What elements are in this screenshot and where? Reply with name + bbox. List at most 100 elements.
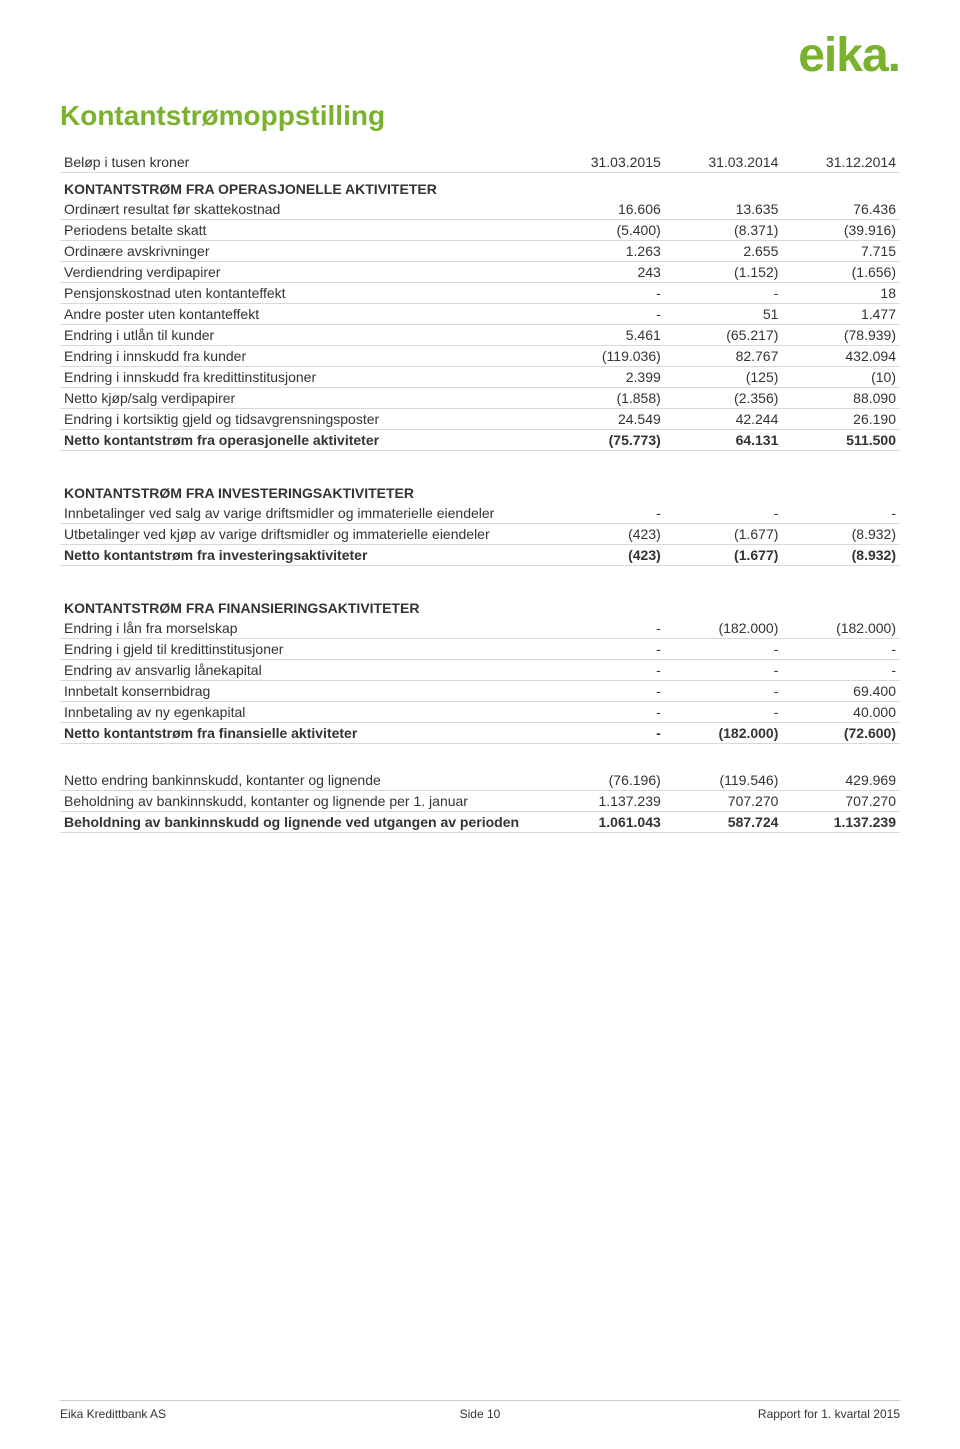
- row-value: 88.090: [782, 388, 900, 409]
- footer-left: Eika Kredittbank AS: [60, 1407, 166, 1421]
- row-value: -: [665, 283, 783, 304]
- table-row: Innbetaling av ny egenkapital--40.000: [60, 702, 900, 723]
- row-value: 2.399: [547, 367, 665, 388]
- row-value: -: [665, 681, 783, 702]
- row-label: Endring i innskudd fra kunder: [60, 346, 547, 367]
- row-value: 1.137.239: [782, 812, 900, 833]
- row-value: 13.635: [665, 199, 783, 220]
- row-value: (72.600): [782, 723, 900, 744]
- row-value: -: [782, 503, 900, 524]
- row-value: (182.000): [665, 618, 783, 639]
- section-heading: KONTANTSTRØM FRA OPERASJONELLE AKTIVITET…: [60, 173, 900, 200]
- table-row: Pensjonskostnad uten kontanteffekt--18: [60, 283, 900, 304]
- row-value: (76.196): [547, 770, 665, 791]
- row-label: Verdiendring verdipapirer: [60, 262, 547, 283]
- row-value: 707.270: [665, 791, 783, 812]
- row-value: 16.606: [547, 199, 665, 220]
- table-row: Netto kjøp/salg verdipapirer(1.858)(2.35…: [60, 388, 900, 409]
- row-value: 243: [547, 262, 665, 283]
- eika-logo: eika.: [798, 28, 900, 83]
- row-value: -: [547, 681, 665, 702]
- row-value: 18: [782, 283, 900, 304]
- row-label: Innbetalinger ved salg av varige driftsm…: [60, 503, 547, 524]
- row-value: (8.932): [782, 545, 900, 566]
- row-label: Endring i utlån til kunder: [60, 325, 547, 346]
- row-value: 82.767: [665, 346, 783, 367]
- row-value: (8.932): [782, 524, 900, 545]
- row-value: 5.461: [547, 325, 665, 346]
- table-row: Endring i innskudd fra kunder(119.036)82…: [60, 346, 900, 367]
- table-row: Verdiendring verdipapirer243(1.152)(1.65…: [60, 262, 900, 283]
- row-value: (125): [665, 367, 783, 388]
- row-value: -: [547, 723, 665, 744]
- row-label: Endring i gjeld til kredittinstitusjoner: [60, 639, 547, 660]
- row-value: -: [665, 660, 783, 681]
- row-value: 1.263: [547, 241, 665, 262]
- row-label: Andre poster uten kontanteffekt: [60, 304, 547, 325]
- table-row: Ordinære avskrivninger1.2632.6557.715: [60, 241, 900, 262]
- header-label: Beløp i tusen kroner: [60, 152, 547, 173]
- row-value: (423): [547, 545, 665, 566]
- table-row: Endring i gjeld til kredittinstitusjoner…: [60, 639, 900, 660]
- row-label: Netto endring bankinnskudd, kontanter og…: [60, 770, 547, 791]
- header-col-3: 31.12.2014: [782, 152, 900, 173]
- row-value: -: [665, 503, 783, 524]
- table-row: Netto kontantstrøm fra finansielle aktiv…: [60, 723, 900, 744]
- page-footer: Eika Kredittbank AS Side 10 Rapport for …: [60, 1400, 900, 1421]
- section-heading-row: KONTANTSTRØM FRA OPERASJONELLE AKTIVITET…: [60, 173, 900, 200]
- spacer-row: [60, 566, 900, 593]
- row-value: 26.190: [782, 409, 900, 430]
- row-value: -: [547, 304, 665, 325]
- row-value: (1.858): [547, 388, 665, 409]
- table-row: Endring i innskudd fra kredittinstitusjo…: [60, 367, 900, 388]
- row-label: Pensjonskostnad uten kontanteffekt: [60, 283, 547, 304]
- row-value: (5.400): [547, 220, 665, 241]
- row-label: Netto kontantstrøm fra operasjonelle akt…: [60, 430, 547, 451]
- row-label: Innbetaling av ny egenkapital: [60, 702, 547, 723]
- row-label: Ordinært resultat før skattekostnad: [60, 199, 547, 220]
- row-value: -: [665, 639, 783, 660]
- row-value: (182.000): [665, 723, 783, 744]
- row-label: Endring i kortsiktig gjeld og tidsavgren…: [60, 409, 547, 430]
- cashflow-table: Beløp i tusen kroner 31.03.2015 31.03.20…: [60, 152, 900, 833]
- row-value: -: [547, 660, 665, 681]
- row-label: Netto kontantstrøm fra investeringsaktiv…: [60, 545, 547, 566]
- row-value: 511.500: [782, 430, 900, 451]
- row-value: -: [547, 702, 665, 723]
- row-label: Endring i lån fra morselskap: [60, 618, 547, 639]
- header-col-2: 31.03.2014: [665, 152, 783, 173]
- row-value: (65.217): [665, 325, 783, 346]
- row-value: -: [782, 660, 900, 681]
- header-col-1: 31.03.2015: [547, 152, 665, 173]
- table-row: Endring i lån fra morselskap-(182.000)(1…: [60, 618, 900, 639]
- row-label: Utbetalinger ved kjøp av varige driftsmi…: [60, 524, 547, 545]
- row-value: (1.677): [665, 545, 783, 566]
- page: eika. Kontantstrømoppstilling Beløp i tu…: [0, 0, 960, 1449]
- row-label: Netto kontantstrøm fra finansielle aktiv…: [60, 723, 547, 744]
- row-value: (39.916): [782, 220, 900, 241]
- table-row: Endring i utlån til kunder5.461(65.217)(…: [60, 325, 900, 346]
- spacer-row: [60, 744, 900, 771]
- footer-right: Rapport for 1. kvartal 2015: [758, 1407, 900, 1421]
- row-value: (78.939): [782, 325, 900, 346]
- row-label: Beholdning av bankinnskudd og lignende v…: [60, 812, 547, 833]
- row-value: 429.969: [782, 770, 900, 791]
- table-row: Beholdning av bankinnskudd og lignende v…: [60, 812, 900, 833]
- row-value: (1.152): [665, 262, 783, 283]
- section-heading: KONTANTSTRØM FRA INVESTERINGSAKTIVITETER: [60, 477, 900, 503]
- table-row: Ordinært resultat før skattekostnad16.60…: [60, 199, 900, 220]
- row-value: (182.000): [782, 618, 900, 639]
- row-value: 24.549: [547, 409, 665, 430]
- row-value: -: [547, 618, 665, 639]
- row-label: Innbetalt konsernbidrag: [60, 681, 547, 702]
- table-row: Beholdning av bankinnskudd, kontanter og…: [60, 791, 900, 812]
- row-value: 707.270: [782, 791, 900, 812]
- row-value: (75.773): [547, 430, 665, 451]
- row-value: (2.356): [665, 388, 783, 409]
- row-value: 7.715: [782, 241, 900, 262]
- row-value: 2.655: [665, 241, 783, 262]
- table-row: Netto endring bankinnskudd, kontanter og…: [60, 770, 900, 791]
- table-row: Innbetalinger ved salg av varige driftsm…: [60, 503, 900, 524]
- table-header-row: Beløp i tusen kroner 31.03.2015 31.03.20…: [60, 152, 900, 173]
- row-value: (1.656): [782, 262, 900, 283]
